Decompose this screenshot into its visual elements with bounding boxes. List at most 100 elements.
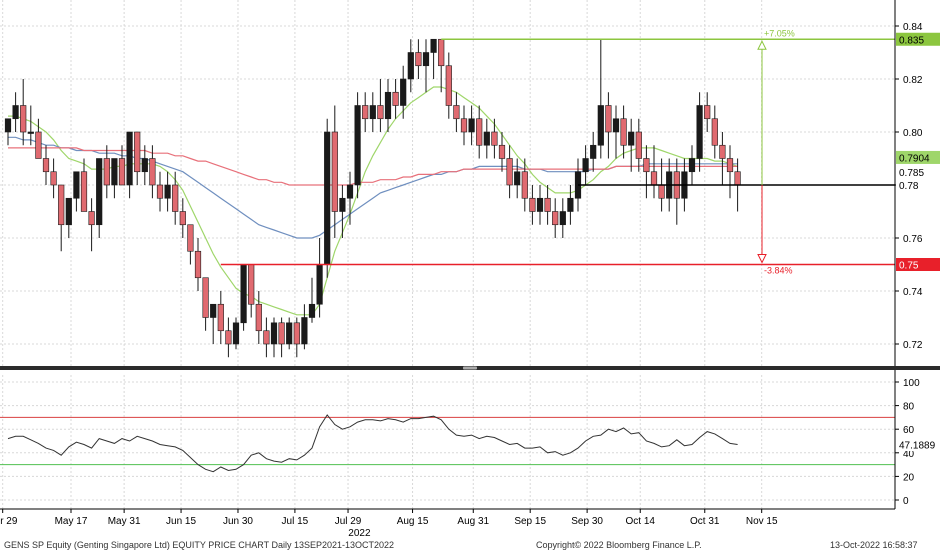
rsi-line [7,414,738,473]
candle-up [65,197,72,226]
candle-down [248,264,255,305]
candle-up [316,264,323,305]
candle-up [111,158,118,186]
candle-down [415,52,422,67]
candle-up [240,264,247,324]
candle-up [582,158,589,173]
candle-up [73,171,80,199]
candle-down [650,171,658,186]
current-price-tag: 0.78 [899,181,919,192]
candle-down [50,171,57,186]
candle-up [384,91,392,120]
candle-down [491,131,498,146]
candle-down [293,322,300,345]
time-axis-label: Jun 30 [223,516,253,527]
candle-down [255,303,262,332]
rsi-gridlines [0,375,895,509]
candle-down [179,211,186,226]
candle-down [377,105,384,120]
candle-up [12,105,19,120]
rsi-axis-label: 20 [903,472,915,483]
candle-down [392,91,399,106]
candle-up [514,171,521,186]
candle-down [438,38,445,67]
price-axis-label: 0.72 [903,340,923,351]
candle-up [597,105,604,146]
sma-fast-tag: 0.7904 [899,153,930,164]
candle-down [476,118,483,146]
candle-up [164,184,171,199]
candle-down [719,144,726,159]
price-axis-label: 0.74 [903,287,923,298]
candle-up [308,303,316,318]
price-levels: +7.05% -3.84% [220,28,895,276]
time-axis-label: Jun 15 [166,516,196,527]
candle-down [103,158,110,186]
sma-mid-tag: 0.785 [899,168,924,179]
candle-down [643,158,650,173]
chart-footer: GENS SP Equity (Genting Singapore Ltd) E… [0,538,940,552]
footer-timestamp: 13-Oct-2022 16:58:37 [830,540,918,550]
time-axis-label: Sep 30 [571,516,603,527]
rsi-axis-label: 0 [903,496,909,507]
time-axis-label: Apr 29 [0,516,18,527]
axes: 0.72 0.74 0.76 0.78 0.80 0.82 0.84 0.835 0.7904 0… [0,0,940,538]
candle-down [278,322,285,345]
year-label: 2022 [348,528,371,538]
price-axis-label: 0.84 [903,22,923,33]
candle-down [529,197,536,212]
candle-up [210,303,217,318]
candle-up [483,131,490,146]
candle-up [232,322,240,345]
footer-copyright: Copyright© 2022 Bloomberg Finance L.P. [536,540,702,550]
candle-down [42,158,50,173]
candle-down [118,158,126,186]
price-chart: +7.05% -3.84% 0.72 0.74 0.76 0.78 0.80 0.82 0.8… [0,0,940,538]
candle-down [217,303,224,332]
time-axis-label: Sep 15 [514,516,546,527]
panel-splitter-handle [463,366,477,370]
footer-security-label: GENS SP Equity (Genting Singapore Ltd) E… [4,540,395,550]
candle-up [301,317,308,345]
candle-up [430,38,437,53]
candle-down [202,277,209,318]
candle-up [96,158,103,226]
candle-up [324,131,331,265]
rsi-axis-label: 80 [903,402,915,413]
candle-down [134,131,141,173]
rsi-last-tag-bg [896,438,940,452]
time-axis-label: Aug 31 [457,516,489,527]
candle-down [498,144,506,159]
upside-arrowhead [757,40,767,50]
candle-up [567,197,574,212]
candle-up [612,118,620,133]
rsi-axis-label: 100 [903,378,920,389]
upside-pct-label: +7.05% [764,28,795,38]
candle-down [605,105,612,133]
candlesticks [4,38,741,358]
candle-down [635,131,642,159]
candle-up [407,52,414,80]
candle-down [734,171,741,186]
candle-down [658,184,665,199]
time-axis-label: May 17 [55,516,88,527]
candle-down [552,211,559,226]
downside-pct-label: -3.84% [764,266,793,276]
candle-up [270,322,278,345]
candle-up [628,131,635,146]
time-axis-label: Oct 31 [690,516,720,527]
time-axis-label: Jul 29 [335,516,362,527]
sma-fast-tag-bg [896,150,940,164]
candle-up [696,105,703,159]
candle-up [688,158,696,173]
time-axis-label: Oct 14 [626,516,656,527]
candle-up [590,144,597,159]
candle-up [346,184,354,199]
candle-down [187,224,194,252]
candle-down [711,118,718,146]
candle-down [172,184,179,212]
candle-down [453,105,460,120]
time-axis-label: Aug 15 [397,516,429,527]
candle-up [559,211,566,226]
candle-down [460,118,468,133]
